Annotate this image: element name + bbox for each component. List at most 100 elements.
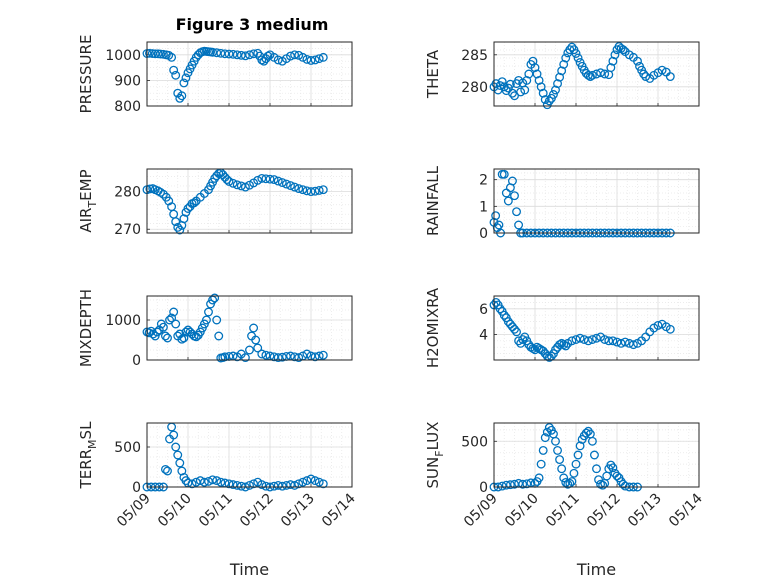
- data-point: [261, 174, 271, 184]
- data-point: [575, 333, 585, 343]
- data-point: [549, 90, 558, 99]
- data-point: [600, 69, 610, 79]
- data-point: [265, 174, 275, 184]
- data-point: [592, 333, 601, 343]
- data-point: [561, 477, 571, 487]
- y-tick-label: 0: [132, 480, 141, 496]
- data-point: [587, 70, 597, 80]
- y-tick-label: 1000: [105, 48, 141, 64]
- data-point: [298, 52, 308, 62]
- data-point: [497, 77, 507, 87]
- data-point: [571, 49, 581, 58]
- data-point: [534, 75, 544, 85]
- data-point: [208, 47, 218, 57]
- data-point: [528, 56, 538, 66]
- data-point: [540, 433, 550, 443]
- data-point: [171, 319, 181, 329]
- data-point: [245, 50, 254, 60]
- data-point: [587, 335, 597, 344]
- axes-frame: [146, 422, 353, 488]
- data-point: [286, 51, 295, 61]
- data-point: [294, 50, 304, 60]
- data-point: [508, 88, 517, 98]
- data-point: [145, 48, 154, 58]
- data-point: [571, 459, 581, 469]
- data-point: [167, 52, 177, 62]
- data-point: [181, 73, 191, 83]
- data-point: [214, 331, 224, 341]
- data-point: [559, 340, 569, 350]
- data-point: [290, 50, 300, 60]
- x-tick-label: 05/11: [543, 491, 583, 531]
- data-point: [171, 442, 181, 452]
- y-tick-label: 1000: [105, 313, 141, 329]
- data-point: [587, 436, 597, 446]
- data-point: [201, 315, 211, 325]
- data-point: [575, 441, 585, 451]
- data-point: [592, 464, 601, 474]
- data-point: [158, 322, 168, 332]
- subplot-terr: 0 500 TERRMSL 05/09 05/10 05/11 05/12 05/13 05/1…: [77, 421, 359, 579]
- data-point: [318, 350, 328, 360]
- data-point: [298, 185, 308, 195]
- data-point: [559, 59, 569, 69]
- subplot-airtemp: 270 280 AIRTEMP: [77, 168, 353, 238]
- data-point: [536, 459, 546, 469]
- data-point: [216, 477, 226, 487]
- y-axis-label: PRESSURE: [77, 35, 95, 114]
- data-point: [175, 458, 185, 468]
- data-point: [567, 336, 577, 346]
- data-point: [240, 353, 250, 363]
- y-tick-label: 2: [479, 173, 488, 189]
- data-point: [232, 480, 242, 490]
- data-point: [620, 337, 630, 347]
- figure-title: Figure 3 medium: [176, 15, 329, 34]
- data-point: [228, 49, 238, 59]
- data-point: [163, 333, 172, 343]
- data-point: [544, 96, 554, 106]
- data-point: [553, 79, 562, 89]
- data-point: [555, 72, 565, 82]
- data-point: [216, 48, 226, 58]
- x-tick-label: 05/09: [114, 491, 154, 531]
- data-point: [199, 477, 209, 487]
- data-point: [249, 323, 259, 333]
- y-tick-label: 500: [114, 440, 141, 456]
- data-point: [665, 72, 675, 82]
- data-point: [273, 353, 283, 363]
- data-point: [505, 480, 515, 490]
- data-point: [555, 340, 565, 350]
- data-point: [179, 214, 189, 224]
- data-point: [557, 66, 567, 76]
- data-point: [163, 466, 172, 476]
- data-point: [538, 445, 548, 455]
- data-point: [212, 315, 222, 325]
- data-point: [495, 304, 505, 314]
- data-point: [518, 335, 528, 344]
- data-point: [277, 178, 287, 188]
- data-point: [220, 352, 230, 362]
- data-point: [639, 69, 649, 79]
- data-point: [158, 189, 168, 199]
- y-tick-label: 6: [479, 302, 488, 318]
- data-point: [273, 176, 283, 186]
- data-point: [520, 85, 530, 95]
- data-point: [499, 169, 509, 179]
- y-tick-label: 0: [479, 226, 488, 242]
- data-point: [306, 474, 316, 484]
- x-tick-label: 05/13: [625, 491, 665, 531]
- data-point: [165, 315, 174, 325]
- data-point: [561, 53, 571, 63]
- y-axis-label: TERRMSL: [77, 421, 99, 490]
- y-tick-label: 500: [461, 434, 488, 450]
- data-point: [555, 455, 565, 465]
- data-point: [169, 307, 179, 317]
- data-point: [181, 327, 191, 337]
- data-point: [314, 186, 324, 195]
- data-point: [236, 181, 246, 191]
- data-point: [232, 180, 242, 190]
- data-point: [530, 345, 540, 355]
- y-axis-label: SUNFLUX: [424, 422, 446, 489]
- y-axis-label: H2OMIXRA: [424, 287, 442, 368]
